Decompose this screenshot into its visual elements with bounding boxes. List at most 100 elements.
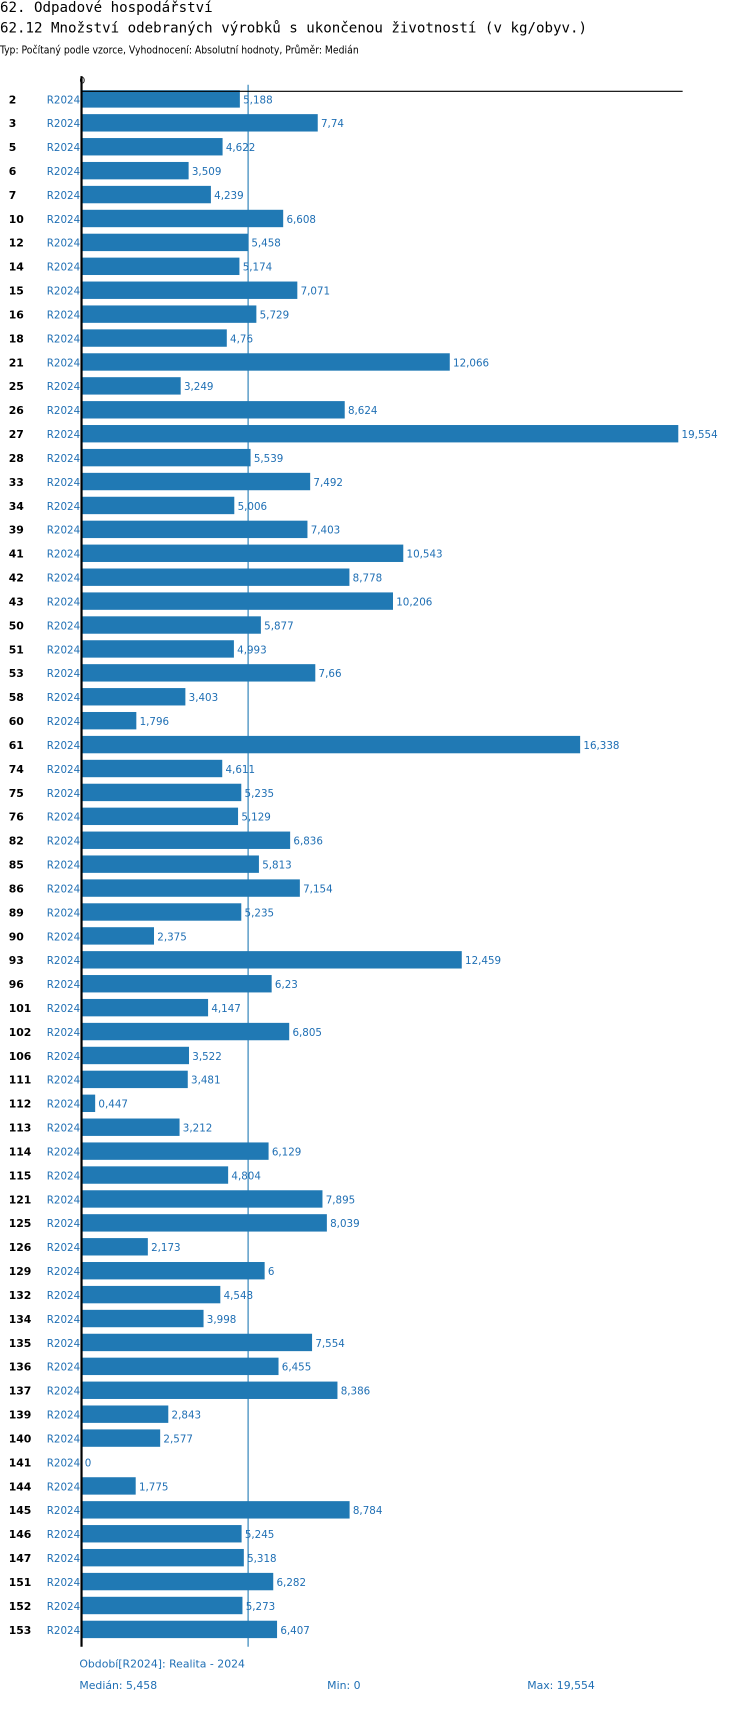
category-label: 58 bbox=[9, 691, 24, 704]
value-label: 5,188 bbox=[243, 94, 273, 106]
value-label: 5,458 bbox=[251, 238, 281, 250]
value-label: 19,554 bbox=[682, 429, 718, 441]
category-label: 75 bbox=[9, 787, 24, 800]
series-label: R2024 bbox=[47, 333, 80, 345]
series-label: R2024 bbox=[47, 1457, 80, 1469]
bar bbox=[81, 711, 137, 730]
series-label: R2024 bbox=[47, 1290, 80, 1302]
category-label: 3 bbox=[9, 117, 17, 130]
bar bbox=[81, 1190, 323, 1208]
category-label: 42 bbox=[9, 572, 24, 585]
category-label: 61 bbox=[9, 739, 24, 752]
series-label: R2024 bbox=[47, 190, 80, 202]
value-label: 4,548 bbox=[224, 1290, 254, 1302]
value-label: 3,403 bbox=[189, 692, 219, 704]
bar bbox=[81, 831, 291, 849]
value-label: 10,206 bbox=[396, 596, 432, 608]
value-label: 2,577 bbox=[163, 1433, 193, 1445]
value-label: 5,245 bbox=[245, 1529, 275, 1541]
bar bbox=[81, 1525, 242, 1543]
chapter-title: 62. Odpadové hospodářství bbox=[0, 0, 213, 17]
series-label: R2024 bbox=[47, 1577, 80, 1589]
series-label: R2024 bbox=[47, 262, 80, 274]
series-label: R2024 bbox=[47, 1386, 80, 1398]
series-label: R2024 bbox=[47, 740, 80, 752]
category-label: 113 bbox=[9, 1122, 32, 1135]
category-label: 2 bbox=[9, 93, 17, 106]
bar bbox=[81, 472, 311, 491]
bar bbox=[81, 1596, 243, 1615]
bar bbox=[81, 1477, 136, 1495]
bar bbox=[81, 114, 318, 132]
value-label: 5,273 bbox=[246, 1601, 276, 1613]
series-label: R2024 bbox=[47, 1170, 80, 1182]
bar bbox=[81, 1572, 274, 1591]
series-label: R2024 bbox=[47, 1051, 80, 1063]
series-label: R2024 bbox=[47, 1003, 80, 1015]
bar bbox=[81, 1262, 265, 1280]
value-label: 6,836 bbox=[293, 836, 323, 848]
value-label: 4,76 bbox=[230, 333, 253, 345]
value-label: 3,481 bbox=[191, 1075, 221, 1087]
value-label: 3,249 bbox=[184, 381, 214, 393]
bar bbox=[81, 1333, 313, 1352]
value-label: 1,796 bbox=[140, 716, 170, 728]
value-label: 4,147 bbox=[211, 1003, 241, 1015]
category-label: 153 bbox=[9, 1624, 32, 1637]
category-label: 90 bbox=[9, 930, 25, 943]
value-label: 8,039 bbox=[330, 1218, 360, 1230]
bar bbox=[81, 1357, 279, 1376]
category-label: 76 bbox=[9, 811, 24, 824]
series-label: R2024 bbox=[47, 166, 80, 178]
series-label: R2024 bbox=[47, 357, 80, 369]
series-label: R2024 bbox=[47, 1075, 80, 1087]
series-label: R2024 bbox=[47, 94, 80, 106]
category-label: 15 bbox=[9, 285, 24, 298]
value-label: 5,729 bbox=[260, 309, 290, 321]
bar bbox=[81, 1620, 278, 1639]
bar bbox=[81, 209, 284, 228]
category-label: 106 bbox=[9, 1050, 32, 1063]
category-label: 141 bbox=[9, 1456, 32, 1469]
bar bbox=[81, 353, 450, 371]
category-label: 114 bbox=[9, 1145, 32, 1158]
value-label: 3,522 bbox=[192, 1051, 222, 1063]
bar bbox=[81, 377, 181, 395]
footer-period: Období[R2024]: Realita - 2024 bbox=[79, 1658, 245, 1671]
value-label: 5,877 bbox=[264, 620, 294, 632]
series-label: R2024 bbox=[47, 118, 80, 130]
category-label: 125 bbox=[9, 1217, 32, 1230]
series-label: R2024 bbox=[47, 1553, 80, 1565]
series-label: R2024 bbox=[47, 238, 80, 250]
series-label: R2024 bbox=[47, 931, 80, 943]
series-label: R2024 bbox=[47, 1625, 80, 1637]
category-label: 147 bbox=[9, 1552, 32, 1565]
bar bbox=[81, 616, 261, 634]
value-label: 4,804 bbox=[231, 1170, 261, 1182]
series-label: R2024 bbox=[47, 836, 80, 848]
value-label: 4,993 bbox=[237, 644, 267, 656]
category-label: 50 bbox=[9, 619, 25, 632]
category-label: 111 bbox=[9, 1074, 32, 1087]
series-label: R2024 bbox=[47, 1481, 80, 1493]
bar bbox=[81, 233, 249, 252]
value-label: 6,23 bbox=[275, 979, 298, 991]
category-label: 10 bbox=[9, 213, 25, 226]
bar bbox=[81, 783, 242, 802]
category-label: 101 bbox=[9, 1002, 32, 1015]
series-label: R2024 bbox=[47, 764, 80, 776]
bar bbox=[81, 927, 155, 945]
bar bbox=[81, 1548, 244, 1567]
series-label: R2024 bbox=[47, 573, 80, 585]
bar bbox=[81, 735, 581, 754]
category-label: 60 bbox=[9, 715, 25, 728]
x-tick-label: 0 bbox=[79, 76, 85, 87]
bar bbox=[81, 1214, 327, 1232]
series-label: R2024 bbox=[47, 1146, 80, 1158]
series-label: R2024 bbox=[47, 668, 80, 680]
category-label: 102 bbox=[9, 1026, 32, 1039]
bar bbox=[81, 688, 186, 706]
value-label: 8,386 bbox=[341, 1386, 371, 1398]
